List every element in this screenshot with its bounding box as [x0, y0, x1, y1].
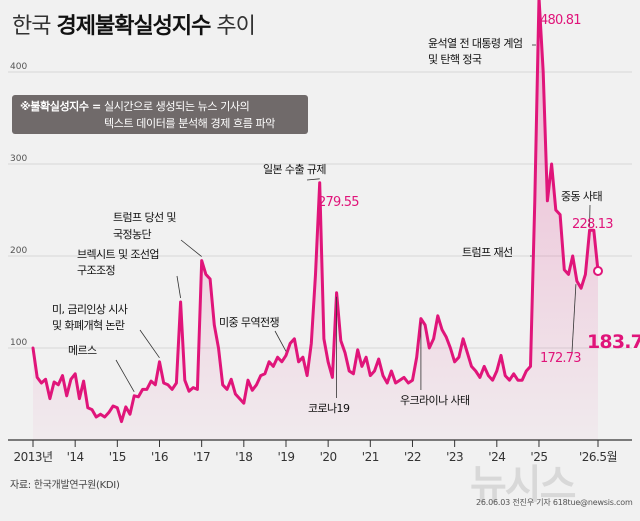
x-tick-label: 2013년: [13, 450, 52, 464]
annotation-leader: [176, 275, 181, 299]
event-annotation: 및 탄핵 정국: [428, 53, 482, 66]
event-annotation: 및 화폐개혁 논란: [52, 319, 125, 332]
x-tick-label: '17: [193, 450, 210, 464]
value-label: 172.73: [540, 351, 581, 366]
source-note: 자료: 한국개발연구원(KDI): [10, 480, 120, 491]
series-line: [31, 0, 600, 424]
value-label: 279.55: [318, 195, 359, 210]
x-tick-label: '20: [320, 450, 337, 464]
event-annotation: 미중 무역전쟁: [219, 316, 279, 329]
value-label-leader: [571, 284, 577, 353]
y-tick-label: 200: [10, 246, 27, 256]
event-annotation: 우크라이나 사태: [400, 394, 470, 407]
x-tick-label: '23: [446, 450, 463, 464]
definition-term: ※불확실성지수 =: [20, 100, 101, 113]
x-tick-label: '26.5월: [579, 450, 617, 464]
y-tick-label: 100: [10, 338, 27, 348]
event-annotation: 트럼프 당선 및: [113, 211, 176, 224]
annotation-leader: [180, 239, 202, 257]
event-annotation: 코로나19: [308, 402, 350, 415]
x-tick-label: '16: [151, 450, 168, 464]
value-label: 228.13: [572, 217, 613, 232]
y-tick-label: 400: [10, 62, 27, 72]
annotation-leader: [306, 178, 320, 181]
event-annotation: 중동 사태: [561, 190, 602, 203]
event-annotation: 브렉시트 및 조선업: [77, 248, 159, 261]
page-title: 한국 경제불확실성지수 추이: [12, 8, 256, 40]
x-tick-label: '25: [530, 450, 547, 464]
latest-point-marker: [593, 265, 603, 276]
annotation-leader: [274, 330, 287, 352]
x-tick-label: '21: [362, 450, 379, 464]
annotation-leader: [115, 359, 135, 393]
watermark: 뉴시스: [470, 462, 576, 508]
definition-box: ※불확실성지수 = 실시간으로 생성되는 뉴스 기사의 텍스트 데이터를 분석해…: [12, 95, 308, 134]
y-tick-label: 300: [10, 154, 27, 164]
x-tick-label: '14: [67, 450, 84, 464]
annotation-leader: [139, 329, 160, 359]
event-annotation: 구조조정: [77, 264, 115, 277]
value-label: 480.81: [540, 13, 581, 28]
definition-line2: 텍스트 데이터를 분석해 경제 흐름 파악: [104, 117, 276, 130]
event-annotation: 윤석열 전 대통령 계엄: [428, 37, 522, 50]
value-label: 183.72: [587, 331, 640, 353]
x-tick-label: '19: [277, 450, 294, 464]
definition-line1: 실시간으로 생성되는 뉴스 기사의: [103, 100, 250, 113]
credit-note: 26.06.03 전진우 기자 618tue@newsis.com: [476, 498, 633, 507]
x-tick-label: '24: [488, 450, 505, 464]
event-annotation: 일본 수출 규제: [263, 162, 326, 176]
event-annotation: 국정농단: [113, 228, 152, 241]
title-bold: 경제불확실성지수: [56, 14, 211, 39]
x-tick-label: '22: [404, 450, 421, 464]
event-annotation: 트럼프 재선: [462, 246, 513, 259]
event-annotation: 미, 금리인상 시사: [52, 303, 128, 316]
event-annotation: 메르스: [68, 344, 97, 357]
title-part2: 추이: [216, 14, 255, 39]
x-tick-label: '18: [235, 450, 252, 464]
title-part1: 한국: [12, 14, 51, 39]
x-tick-label: '15: [109, 450, 126, 464]
